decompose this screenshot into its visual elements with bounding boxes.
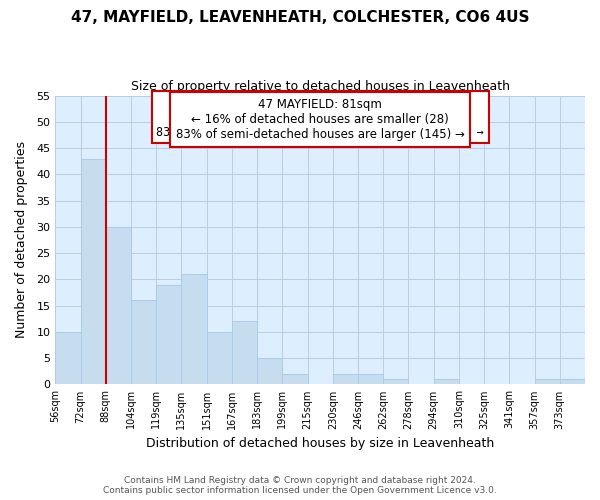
Y-axis label: Number of detached properties: Number of detached properties — [15, 142, 28, 338]
Bar — [560, 379, 585, 384]
Bar — [156, 284, 181, 384]
Bar — [131, 300, 156, 384]
Title: Size of property relative to detached houses in Leavenheath: Size of property relative to detached ho… — [131, 80, 509, 93]
Bar — [358, 374, 383, 384]
Text: 47 MAYFIELD: 81sqm
← 16% of detached houses are smaller (28)
83% of semi-detache: 47 MAYFIELD: 81sqm ← 16% of detached hou… — [176, 98, 464, 141]
Bar — [434, 379, 459, 384]
Bar — [232, 322, 257, 384]
Bar — [333, 374, 358, 384]
Text: Contains HM Land Registry data © Crown copyright and database right 2024.
Contai: Contains HM Land Registry data © Crown c… — [103, 476, 497, 495]
Bar — [535, 379, 560, 384]
Text: 47 MAYFIELD: 81sqm
← 16% of detached houses are smaller (28)
83% of semi-detache: 47 MAYFIELD: 81sqm ← 16% of detached hou… — [156, 96, 484, 138]
Bar — [55, 332, 80, 384]
Bar — [283, 374, 308, 384]
Bar — [206, 332, 232, 384]
Text: 47, MAYFIELD, LEAVENHEATH, COLCHESTER, CO6 4US: 47, MAYFIELD, LEAVENHEATH, COLCHESTER, C… — [71, 10, 529, 25]
Bar — [106, 227, 131, 384]
Bar — [383, 379, 409, 384]
Bar — [80, 158, 106, 384]
Bar — [181, 274, 206, 384]
Bar — [257, 358, 283, 384]
X-axis label: Distribution of detached houses by size in Leavenheath: Distribution of detached houses by size … — [146, 437, 494, 450]
